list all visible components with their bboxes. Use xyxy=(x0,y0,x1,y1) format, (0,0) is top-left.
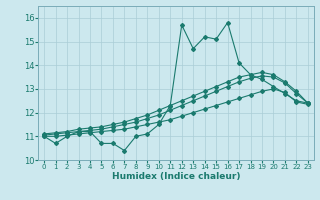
X-axis label: Humidex (Indice chaleur): Humidex (Indice chaleur) xyxy=(112,172,240,181)
